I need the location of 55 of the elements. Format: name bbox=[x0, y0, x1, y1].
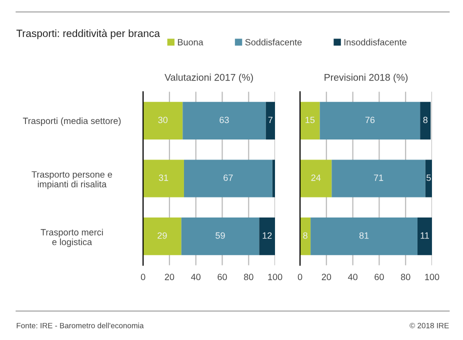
x-tick-label: 100 bbox=[268, 274, 282, 280]
bar bbox=[300, 160, 332, 198]
bar bbox=[272, 160, 276, 198]
bar bbox=[310, 218, 418, 256]
x-tick-label: 20 bbox=[322, 274, 332, 280]
data-label: 11 bbox=[420, 232, 429, 239]
data-label: 15 bbox=[306, 116, 315, 124]
data-label: 30 bbox=[158, 116, 168, 124]
bar bbox=[320, 102, 420, 140]
bar bbox=[181, 218, 260, 256]
data-label: 12 bbox=[262, 232, 272, 239]
x-tick-label: 60 bbox=[374, 274, 384, 280]
data-label: 76 bbox=[365, 116, 375, 124]
data-label: 29 bbox=[158, 232, 167, 239]
legend-label: Soddisfacente bbox=[245, 38, 302, 46]
chart-title: Valutazioni 2017 (%) bbox=[164, 74, 253, 83]
legend-label: Insoddisfacente bbox=[344, 38, 406, 46]
y-tick-label: Trasporti (media settore) bbox=[22, 117, 121, 126]
bar bbox=[259, 218, 276, 256]
bar bbox=[143, 102, 183, 140]
text: Trasporti: redditività per branca bbox=[16, 29, 160, 40]
x-tick-label: 80 bbox=[244, 274, 254, 280]
bar bbox=[184, 160, 272, 198]
y-tick-label: Trasporto merci e logistica bbox=[40, 228, 103, 247]
bar bbox=[300, 218, 311, 256]
data-label: 31 bbox=[158, 174, 168, 181]
x-tick-label: 0 bbox=[298, 274, 302, 280]
x-tick-label: 0 bbox=[140, 274, 146, 280]
bar bbox=[417, 218, 432, 256]
data-label: 71 bbox=[374, 174, 384, 181]
x-tick-label: 20 bbox=[164, 274, 174, 280]
data-label: 8 bbox=[423, 116, 428, 124]
data-label: 59 bbox=[216, 232, 225, 239]
x-tick-label: 100 bbox=[425, 274, 440, 280]
x-tick-label: 40 bbox=[348, 274, 358, 280]
data-label: 24 bbox=[311, 174, 321, 181]
bar bbox=[143, 218, 182, 256]
data-label: 67 bbox=[224, 174, 233, 181]
x-tick-label: 60 bbox=[218, 274, 227, 280]
x-tick-label: 80 bbox=[400, 274, 410, 280]
y-tick-label: Trasporto persone e impianti di risalita bbox=[32, 171, 112, 190]
data-label: 5 bbox=[426, 174, 431, 181]
legend-label: Buona bbox=[178, 39, 204, 46]
bar bbox=[420, 102, 431, 140]
bar bbox=[266, 102, 276, 140]
data-label: 81 bbox=[359, 232, 369, 239]
data-label: 8 bbox=[303, 232, 308, 239]
data-label: 7 bbox=[268, 116, 272, 124]
bar bbox=[332, 160, 426, 198]
bar bbox=[143, 160, 184, 198]
bar bbox=[300, 102, 320, 140]
chart-title: Previsioni 2018 (%) bbox=[324, 74, 408, 83]
x-tick-label: 40 bbox=[191, 274, 201, 280]
bar bbox=[182, 102, 266, 140]
data-label: 63 bbox=[220, 116, 229, 124]
